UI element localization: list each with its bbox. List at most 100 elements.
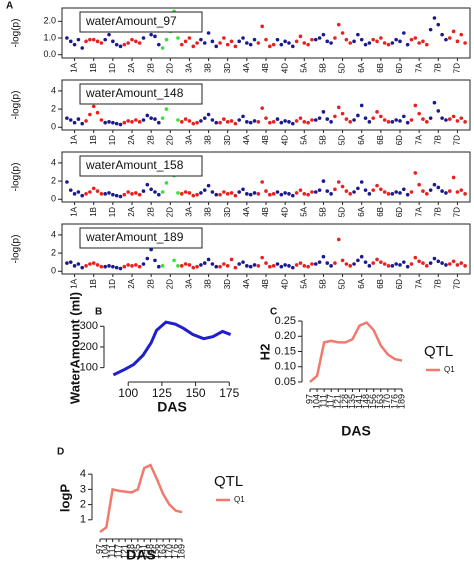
x-tick-label: 117 (113, 544, 123, 558)
snp-point (359, 180, 364, 184)
snp-point (264, 116, 268, 120)
snp-point (137, 192, 142, 197)
snp-point (222, 262, 226, 266)
snp-point (88, 112, 92, 117)
x-tick-label: 1D (108, 135, 117, 145)
snp-point (176, 36, 180, 40)
snp-point (348, 41, 353, 45)
snp-point (313, 262, 318, 266)
snp-point (199, 37, 203, 42)
snp-point (336, 105, 341, 110)
y-tick-label: 4 (51, 157, 56, 167)
snp-point (283, 263, 287, 267)
x-tick-label: 2D (165, 279, 174, 289)
snp-point (340, 258, 345, 263)
snp-point (428, 261, 433, 265)
legend-title: QTL (214, 473, 243, 490)
snp-point (394, 37, 398, 42)
snp-point (444, 37, 448, 42)
x-tick-label: 5D (338, 279, 347, 289)
snp-point (405, 120, 410, 125)
snp-point (459, 32, 464, 37)
snp-point (321, 254, 326, 259)
snp-point (363, 42, 368, 47)
snp-point (268, 264, 272, 269)
y-tick-label: 200 (80, 341, 98, 353)
snp-point (459, 261, 464, 265)
snp-point (279, 42, 284, 47)
x-tick-label: 5A (299, 278, 308, 288)
snp-point (237, 118, 241, 122)
snp-point (329, 264, 333, 268)
snp-point (432, 256, 437, 261)
snp-point (160, 264, 165, 268)
snp-point (237, 39, 241, 44)
snp-point (160, 116, 165, 120)
snp-point (382, 190, 387, 194)
snp-point (325, 117, 330, 121)
x-tick-label: 1D (108, 279, 117, 289)
snp-point (432, 16, 437, 20)
snp-point (245, 41, 249, 45)
snp-point (229, 39, 234, 44)
panel-title: waterAmount_148 (85, 86, 184, 100)
x-tick-label: 163 (375, 394, 385, 409)
x-tick-label: 148 (145, 544, 155, 559)
x-tick-label: 156 (151, 544, 161, 559)
x-tick-label: 1D (108, 63, 117, 73)
snp-point (306, 264, 310, 269)
x-tick-label: 3D (223, 207, 232, 217)
y-tick-label: 0 (51, 194, 56, 204)
x-tick-label: 97 (94, 544, 104, 554)
snp-point (325, 39, 330, 44)
snp-point (398, 119, 402, 123)
snp-point (436, 259, 441, 264)
title-box (79, 227, 203, 249)
snp-point (298, 261, 303, 265)
snp-point (409, 37, 414, 42)
snp-point (421, 39, 425, 44)
x-tick-label: 6B (376, 63, 385, 73)
snp-point (359, 103, 364, 108)
snp-point (302, 264, 307, 268)
y-tick-label: 2 (51, 103, 56, 113)
x-tick-label: 170 (164, 544, 174, 559)
snp-point (134, 263, 138, 267)
x-tick-label: 2A (127, 134, 136, 144)
snp-point (279, 120, 284, 125)
snp-point (428, 27, 433, 32)
snp-point (137, 41, 142, 45)
snp-point (191, 265, 196, 270)
snp-point (291, 44, 295, 49)
title-box (79, 83, 203, 105)
snp-point (310, 118, 314, 122)
y-tick-label: 4 (80, 468, 86, 480)
snp-point (68, 188, 73, 192)
x-tick-label: 176 (389, 394, 399, 409)
snp-point (382, 118, 387, 122)
x-tick-label: 117 (326, 394, 336, 408)
snp-point (153, 258, 157, 263)
snp-point (107, 191, 111, 195)
snp-point (195, 120, 199, 125)
x-tick-label: 5B (319, 279, 328, 289)
snp-point (256, 264, 261, 268)
snp-point (95, 189, 100, 193)
snp-point (275, 37, 280, 42)
snp-point (363, 188, 368, 192)
snp-point (107, 264, 111, 268)
snp-point (455, 190, 460, 194)
x-tick-label: 7A (414, 134, 423, 144)
x-tick-label: 7D (453, 207, 462, 217)
snp-point (294, 191, 299, 195)
snp-point (199, 263, 203, 267)
x-tick-label: 170 (382, 394, 392, 409)
snp-point (153, 117, 157, 121)
snp-point (68, 39, 73, 44)
snp-point (260, 24, 264, 29)
snp-point (291, 265, 295, 270)
snp-point (425, 264, 429, 268)
snp-point (122, 264, 127, 269)
x-tick-label: 1B (89, 63, 98, 73)
snp-point (363, 260, 368, 264)
